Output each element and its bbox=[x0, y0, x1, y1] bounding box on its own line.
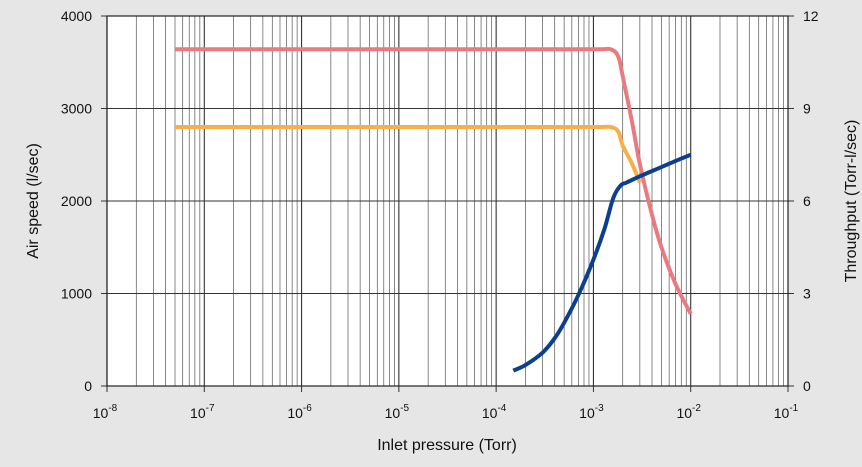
y2-tick-label: 3 bbox=[803, 286, 811, 302]
x-tick-label: 10-7 bbox=[190, 403, 215, 421]
y-tick-label: 1000 bbox=[61, 286, 92, 302]
y-tick-label: 4000 bbox=[61, 8, 92, 24]
y-tick-label: 2000 bbox=[61, 193, 92, 209]
y2-tick-label: 9 bbox=[803, 101, 811, 117]
x-tick-label: 10-8 bbox=[93, 403, 118, 421]
y2-axis-title: Throughput (Torr-l/sec) bbox=[843, 120, 860, 283]
x-tick-labels: 10-8 10-7 10-6 10-5 10-4 10-3 10-2 10-1 bbox=[93, 403, 799, 421]
x-tick-label: 10-6 bbox=[287, 403, 312, 421]
y-tick-labels: 0 1000 2000 3000 4000 bbox=[61, 8, 92, 394]
x-tick-label: 10-1 bbox=[774, 403, 799, 421]
x-tick-exponent: -4 bbox=[497, 403, 506, 414]
y-axis-title: Air speed (l/sec) bbox=[25, 143, 42, 259]
y-tick-label: 0 bbox=[84, 378, 92, 394]
y2-tick-label: 12 bbox=[803, 8, 819, 24]
x-axis-title: Inlet pressure (Torr) bbox=[377, 437, 517, 454]
x-tick-exponent: -5 bbox=[400, 403, 409, 414]
x-tick-label: 10-2 bbox=[676, 403, 701, 421]
y2-tick-label: 6 bbox=[803, 193, 811, 209]
x-tick-exponent: -6 bbox=[303, 403, 312, 414]
x-tick-label: 10-3 bbox=[579, 403, 604, 421]
x-tick-exponent: -3 bbox=[595, 403, 604, 414]
y-tick-label: 3000 bbox=[61, 101, 92, 117]
x-tick-label: 10-5 bbox=[385, 403, 410, 421]
x-tick-exponent: -8 bbox=[108, 403, 117, 414]
x-tick-exponent: -2 bbox=[692, 403, 701, 414]
y2-tick-label: 0 bbox=[803, 378, 811, 394]
x-tick-exponent: -7 bbox=[206, 403, 215, 414]
y2-tick-labels: 0 3 6 9 12 bbox=[803, 8, 819, 394]
x-tick-exponent: -1 bbox=[789, 403, 798, 414]
x-tick-label: 10-4 bbox=[482, 403, 507, 421]
